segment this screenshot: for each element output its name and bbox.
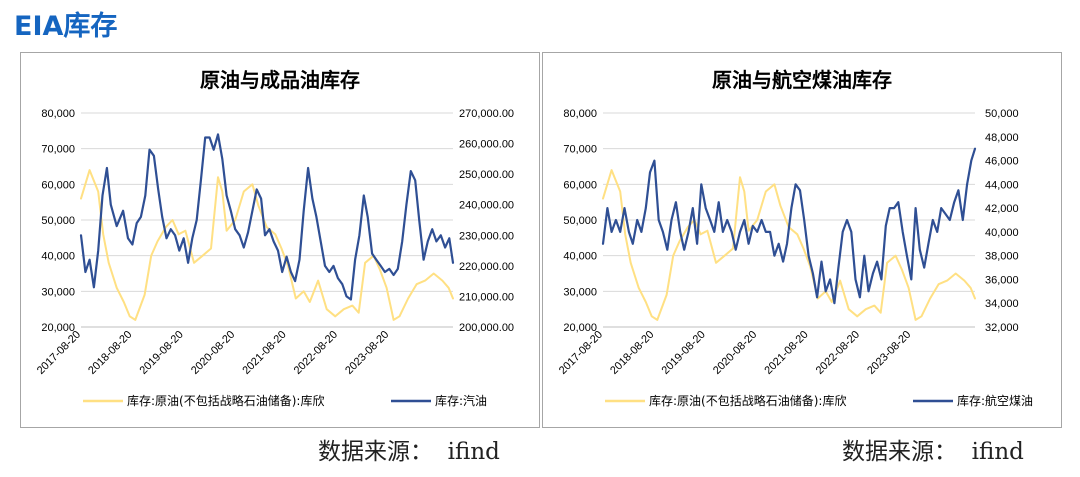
y-right-tick-left-3: 230,000.00 <box>459 230 514 242</box>
y-left-tick-right-5: 70,000 <box>563 144 597 156</box>
y-right-tick-right-8: 48,000 <box>985 132 1019 144</box>
y-left-tick-left-0: 20,000 <box>41 322 75 334</box>
y-left-tick-left-2: 40,000 <box>41 251 75 263</box>
y-right-tick-right-0: 32,000 <box>985 322 1019 334</box>
x-tick-left-6: 2023-08-20 <box>343 329 391 377</box>
legend-label-right-1: 库存:航空煤油 <box>957 393 1033 408</box>
x-tick-right-3: 2020-08-20 <box>711 329 759 377</box>
source-note-left: 数据来源： ifind <box>318 439 500 465</box>
series-line-right-1 <box>601 147 977 305</box>
y-left-tick-left-5: 70,000 <box>41 144 75 156</box>
x-tick-right-6: 2023-08-20 <box>865 329 913 377</box>
x-tick-right-2: 2019-08-20 <box>660 329 708 377</box>
y-right-tick-left-0: 200,000.00 <box>459 322 514 334</box>
x-tick-left-2: 2019-08-20 <box>138 329 186 377</box>
y-right-tick-right-5: 42,000 <box>985 203 1019 215</box>
y-right-tick-left-7: 270,000.00 <box>459 108 514 120</box>
series-line-left-0 <box>80 169 454 321</box>
y-right-tick-right-4: 40,000 <box>985 227 1019 239</box>
y-right-tick-left-6: 260,000.00 <box>459 139 514 151</box>
x-tick-left-4: 2021-08-20 <box>240 329 288 377</box>
x-tick-right-4: 2021-08-20 <box>762 329 810 377</box>
legend-label-right-0: 库存:原油(不包括战略石油储备):库欣 <box>649 393 846 408</box>
chart-title-right: 原油与航空煤油库存 <box>712 68 892 92</box>
y-right-tick-left-4: 240,000.00 <box>459 200 514 212</box>
legend-label-left-0: 库存:原油(不包括战略石油储备):库欣 <box>127 393 324 408</box>
y-right-tick-left-1: 210,000.00 <box>459 291 514 303</box>
y-right-tick-right-7: 46,000 <box>985 156 1019 168</box>
y-left-tick-right-2: 40,000 <box>563 251 597 263</box>
x-tick-right-5: 2022-08-20 <box>814 329 862 377</box>
x-tick-right-1: 2018-08-20 <box>608 329 656 377</box>
chart-title-left: 原油与成品油库存 <box>200 68 360 92</box>
y-left-tick-right-0: 20,000 <box>563 322 597 334</box>
y-right-tick-right-2: 36,000 <box>985 274 1019 286</box>
y-left-tick-right-3: 50,000 <box>563 215 597 227</box>
y-left-tick-right-6: 80,000 <box>563 108 597 120</box>
y-right-tick-left-2: 220,000.00 <box>459 261 514 273</box>
x-tick-left-3: 2020-08-20 <box>189 329 237 377</box>
y-right-tick-left-5: 250,000.00 <box>459 169 514 181</box>
y-right-tick-right-9: 50,000 <box>985 108 1019 120</box>
chart-right: 原油与航空煤油库存 20,000 30,000 40,000 50,000 60,000 7… <box>557 68 1033 408</box>
chart-panel-right: 原油与航空煤油库存 20,000 30,000 40,000 50,000 60,000 7… <box>542 52 1062 428</box>
source-note-right: 数据来源： ifind <box>842 439 1024 465</box>
y-right-tick-right-1: 34,000 <box>985 298 1019 310</box>
y-left-tick-left-3: 50,000 <box>41 215 75 227</box>
y-right-tick-right-3: 38,000 <box>985 251 1019 263</box>
y-left-tick-left-1: 30,000 <box>41 286 75 298</box>
page-title: EIA库存 <box>14 11 118 42</box>
x-tick-left-1: 2018-08-20 <box>86 329 134 377</box>
series-line-left-1 <box>79 133 455 301</box>
legend-label-left-1: 库存:汽油 <box>435 393 487 408</box>
y-left-tick-left-6: 80,000 <box>41 108 75 120</box>
x-tick-left-0: 2017-08-20 <box>35 329 83 377</box>
x-tick-right-0: 2017-08-20 <box>557 329 605 377</box>
x-tick-left-5: 2022-08-20 <box>292 329 340 377</box>
chart-panel-left: 原油与成品油库存 20,000 30,000 40,000 50,000 60,000 70… <box>20 52 540 428</box>
series-line-right-0 <box>602 169 976 321</box>
y-right-tick-right-6: 44,000 <box>985 179 1019 191</box>
y-left-tick-left-4: 60,000 <box>41 179 75 191</box>
y-left-tick-right-1: 30,000 <box>563 286 597 298</box>
y-left-tick-right-4: 60,000 <box>563 179 597 191</box>
chart-left: 原油与成品油库存 20,000 30,000 40,000 50,000 60,000 70… <box>35 68 514 408</box>
